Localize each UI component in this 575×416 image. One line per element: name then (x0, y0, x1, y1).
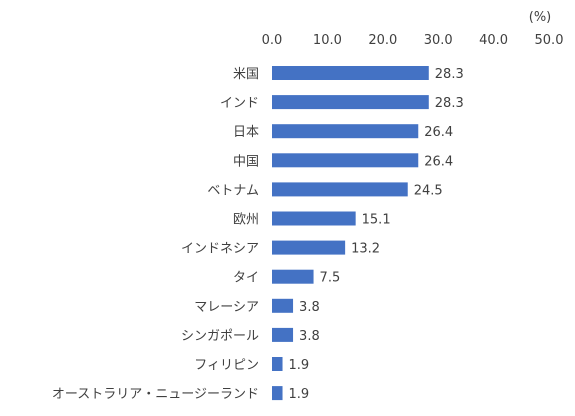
category-label: インドネシア (181, 242, 259, 257)
category-label: ベトナム (207, 183, 259, 198)
x-axis-ticks: 0.0 10.0 20.0 30.0 40.0 50.0 (262, 33, 564, 48)
data-label: 28.3 (435, 67, 464, 82)
data-label: 3.8 (299, 300, 320, 315)
bar (272, 211, 356, 226)
data-label: 26.4 (424, 125, 453, 140)
category-label: 米国 (233, 67, 259, 82)
bar (272, 298, 294, 313)
category-label: 欧州 (233, 213, 259, 228)
bar (272, 357, 283, 371)
bar (272, 66, 429, 80)
category-label: 日本 (233, 125, 259, 140)
data-label: 15.1 (362, 213, 391, 228)
x-tick-label: 30.0 (424, 33, 453, 48)
category-label: タイ (233, 271, 259, 286)
data-label: 1.9 (289, 387, 310, 402)
category-label: フィリピン (194, 358, 259, 373)
bar (272, 153, 419, 168)
data-label: 28.3 (435, 96, 464, 111)
x-tick-label: 20.0 (368, 33, 397, 48)
data-label: 7.5 (320, 271, 341, 286)
bar (272, 124, 419, 139)
category-label: オーストラリア・ニュージーランド (52, 387, 259, 402)
x-tick-label: 40.0 (479, 33, 508, 48)
x-tick-label: 10.0 (313, 33, 342, 48)
data-label: 24.5 (414, 183, 443, 198)
category-label: シンガポール (181, 329, 259, 344)
category-label: 中国 (233, 154, 259, 169)
category-label: マレーシア (194, 300, 259, 315)
x-tick-label: 50.0 (535, 33, 564, 48)
data-label: 3.8 (299, 329, 320, 344)
bar (272, 182, 408, 197)
x-tick-label: 0.0 (262, 33, 283, 48)
data-label: 26.4 (424, 154, 453, 169)
bar-rows: 米国 28.3 インド 28.3 日本 26.4 中国 26.4 ベトナム 24.5 欧州 15.1 イ… (52, 66, 464, 402)
data-label: 13.2 (351, 242, 380, 257)
axis-unit-label: (%) (529, 10, 552, 25)
bar (272, 95, 429, 110)
bar (272, 386, 283, 401)
bar (272, 269, 314, 284)
bar (272, 327, 294, 342)
data-label: 1.9 (289, 358, 310, 373)
category-label: インド (220, 96, 259, 111)
bar (272, 240, 346, 255)
